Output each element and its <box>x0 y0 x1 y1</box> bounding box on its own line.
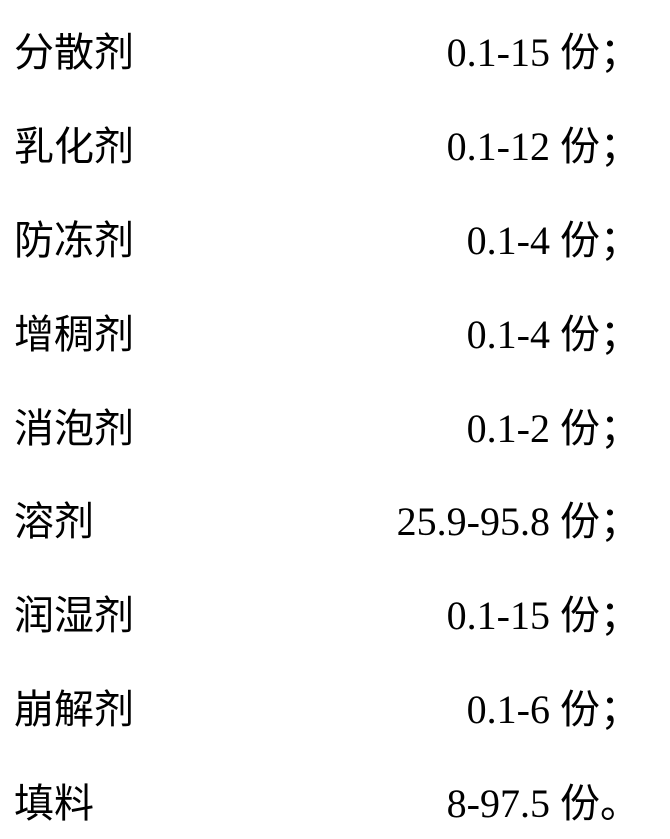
ingredient-label: 溶剂 <box>14 489 94 547</box>
ingredient-label: 防冻剂 <box>14 208 134 266</box>
ingredient-value: 8-97.5 份。 <box>447 771 640 829</box>
ingredient-label: 润湿剂 <box>14 583 134 641</box>
ingredient-label: 填料 <box>14 771 94 829</box>
ingredient-label: 崩解剂 <box>14 677 134 735</box>
ingredient-value: 0.1-15 份； <box>447 20 640 78</box>
table-row: 防冻剂 0.1-4 份； <box>14 208 640 266</box>
ingredient-value: 0.1-2 份； <box>467 396 640 454</box>
table-row: 润湿剂 0.1-15 份； <box>14 583 640 641</box>
table-row: 崩解剂 0.1-6 份； <box>14 677 640 735</box>
ingredient-value: 0.1-6 份； <box>467 677 640 735</box>
ingredient-value: 0.1-15 份； <box>447 583 640 641</box>
ingredient-label: 增稠剂 <box>14 302 134 360</box>
table-row: 分散剂 0.1-15 份； <box>14 20 640 78</box>
table-row: 增稠剂 0.1-4 份； <box>14 302 640 360</box>
table-row: 消泡剂 0.1-2 份； <box>14 396 640 454</box>
ingredient-value: 0.1-4 份； <box>467 302 640 360</box>
ingredient-value: 25.9-95.8 份； <box>397 489 640 547</box>
table-row: 溶剂 25.9-95.8 份； <box>14 489 640 547</box>
ingredient-value: 0.1-4 份； <box>467 208 640 266</box>
ingredient-label: 分散剂 <box>14 20 134 78</box>
table-row: 乳化剂 0.1-12 份； <box>14 114 640 172</box>
ingredient-list: 分散剂 0.1-15 份； 乳化剂 0.1-12 份； 防冻剂 0.1-4 份；… <box>0 0 670 839</box>
ingredient-label: 乳化剂 <box>14 114 134 172</box>
ingredient-value: 0.1-12 份； <box>447 114 640 172</box>
ingredient-label: 消泡剂 <box>14 396 134 454</box>
table-row: 填料 8-97.5 份。 <box>14 771 640 829</box>
